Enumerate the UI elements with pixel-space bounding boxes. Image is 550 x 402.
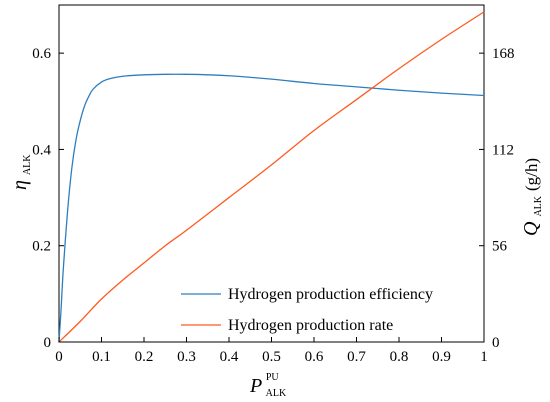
x-tick-label: 0.9 [432,349,451,365]
production-rate-line [58,11,485,343]
series-lines [58,11,485,343]
x-tick-label: 0.6 [305,349,324,365]
y-left-tick-label: 0.2 [32,239,51,255]
x-tick-label: 0.4 [220,349,239,365]
x-tick-label: 1 [480,349,488,365]
x-tick-label: 0.3 [177,349,196,365]
left-y-axis: 0 0.2 0.4 0.6 [32,46,64,351]
y-right-tick-label: 0 [492,335,500,351]
x-tick-label: 0 [55,349,63,365]
x-tick-label: 0.8 [390,349,409,365]
efficiency-line [58,73,485,343]
y-axis-left-label: η ALK [9,154,33,190]
x-tick-label: 0.2 [135,349,154,365]
x-tick-label: 0.5 [262,349,281,365]
x-axis-label: P PU ALK [249,363,287,399]
right-y-axis: 0 56 112 168 [479,46,515,351]
x-axis: 0 0.1 0.2 0.3 0.4 0.5 0.6 0.7 0.8 0.9 1 [55,337,488,365]
y-axis-right-label: Q ALK (g/h) [520,158,546,236]
x-tick-label: 0.1 [92,349,111,365]
y-right-tick-label: 56 [492,239,508,255]
y-left-tick-label: 0 [44,335,52,351]
legend-label-rate: Hydrogen production rate [228,317,393,334]
legend-label-efficiency: Hydrogen production efficiency [228,286,433,303]
y-right-tick-label: 112 [492,142,514,158]
y-right-tick-label: 168 [492,46,515,62]
x-tick-label: 0.7 [347,349,366,365]
y-left-tick-label: 0.4 [32,142,51,158]
legend: Hydrogen production efficiency Hydrogen … [181,286,433,334]
y-left-tick-label: 0.6 [32,46,51,62]
